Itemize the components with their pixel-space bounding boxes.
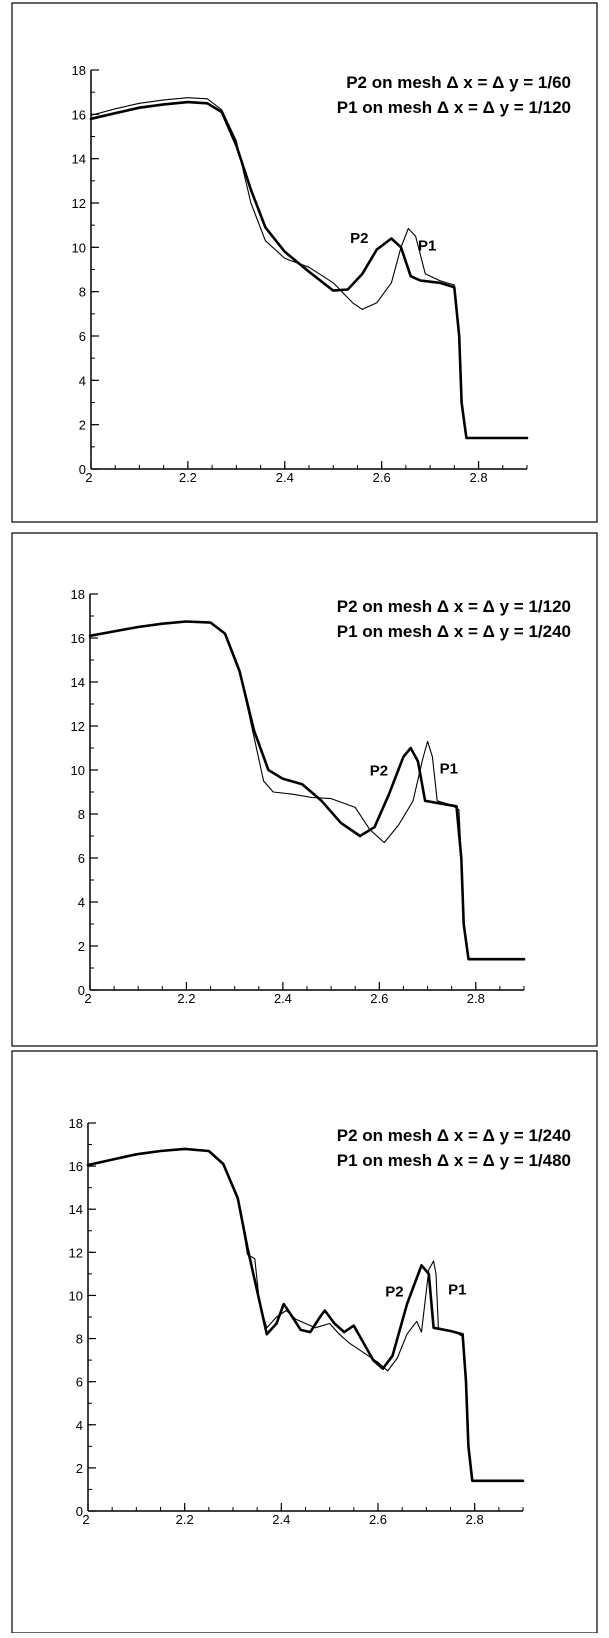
legend-entry-p1: P1 on mesh Δ x = Δ y = 1/240 xyxy=(337,622,571,641)
series-line-p2 xyxy=(86,1147,525,1483)
y-tick-label: 2 xyxy=(78,939,85,954)
x-tick-label: 2.4 xyxy=(274,991,292,1006)
y-tick-label: 8 xyxy=(79,285,86,300)
y-tick-label: 14 xyxy=(71,675,85,690)
y-tick-label: 18 xyxy=(72,63,86,78)
x-tick-label: 2.8 xyxy=(467,991,485,1006)
y-tick-label: 8 xyxy=(78,807,85,822)
y-tick-label: 12 xyxy=(71,719,85,734)
x-tick-label: 2 xyxy=(85,470,92,485)
x-tick-label: 2.6 xyxy=(369,1512,387,1527)
x-tick-label: 2.6 xyxy=(373,470,391,485)
y-tick-label: 18 xyxy=(69,1116,83,1131)
y-tick-label: 4 xyxy=(79,373,86,388)
legend-entry-p2: P2 on mesh Δ x = Δ y = 1/240 xyxy=(337,1126,571,1145)
x-tick-label: 2 xyxy=(82,1512,89,1527)
curve-label-p1: P1 xyxy=(418,238,436,255)
y-tick-label: 18 xyxy=(71,587,85,602)
series-line-p2 xyxy=(88,620,526,961)
y-tick-label: 10 xyxy=(72,240,86,255)
x-tick-label: 2.6 xyxy=(370,991,388,1006)
y-tick-label: 12 xyxy=(69,1245,83,1260)
y-tick-label: 2 xyxy=(76,1461,83,1476)
legend-entry-p1: P1 on mesh Δ x = Δ y = 1/480 xyxy=(337,1151,571,1170)
y-tick-label: 14 xyxy=(69,1202,83,1217)
y-tick-label: 14 xyxy=(72,152,86,167)
y-tick-label: 0 xyxy=(79,462,86,477)
y-tick-label: 16 xyxy=(71,631,85,646)
y-tick-label: 6 xyxy=(79,329,86,344)
y-tick-label: 6 xyxy=(78,851,85,866)
curve-label-p1: P1 xyxy=(440,760,458,777)
y-tick-label: 16 xyxy=(69,1159,83,1174)
y-tick-label: 12 xyxy=(72,196,86,211)
y-tick-label: 6 xyxy=(76,1375,83,1390)
curve-label-p2: P2 xyxy=(370,763,388,780)
y-tick-label: 4 xyxy=(78,895,85,910)
series-line-p1 xyxy=(87,1148,524,1482)
y-tick-label: 10 xyxy=(69,1288,83,1303)
x-tick-label: 2 xyxy=(84,991,91,1006)
x-tick-label: 2.2 xyxy=(176,1512,194,1527)
y-tick-label: 4 xyxy=(76,1418,83,1433)
legend-entry-p1: P1 on mesh Δ x = Δ y = 1/120 xyxy=(337,98,571,117)
panel-frame xyxy=(11,532,598,1047)
y-tick-label: 0 xyxy=(78,983,85,998)
x-tick-label: 2.8 xyxy=(466,1512,484,1527)
x-tick-label: 2.2 xyxy=(179,470,197,485)
x-tick-label: 2.8 xyxy=(470,470,488,485)
legend-entry-p2: P2 on mesh Δ x = Δ y = 1/120 xyxy=(337,597,571,616)
y-tick-label: 0 xyxy=(76,1504,83,1519)
x-tick-label: 2.2 xyxy=(177,991,195,1006)
y-tick-label: 8 xyxy=(76,1332,83,1347)
panel-frame xyxy=(11,2,598,523)
curve-label-p1: P1 xyxy=(448,1281,466,1298)
y-tick-label: 16 xyxy=(72,107,86,122)
y-tick-label: 2 xyxy=(79,418,86,433)
x-tick-label: 2.4 xyxy=(272,1512,290,1527)
y-tick-label: 10 xyxy=(71,763,85,778)
legend-entry-p2: P2 on mesh Δ x = Δ y = 1/60 xyxy=(346,73,571,92)
curve-label-p2: P2 xyxy=(350,230,368,247)
series-line-p1 xyxy=(89,620,525,960)
x-tick-label: 2.4 xyxy=(276,470,294,485)
series-line-p1 xyxy=(90,97,528,439)
curve-label-p2: P2 xyxy=(385,1284,403,1301)
